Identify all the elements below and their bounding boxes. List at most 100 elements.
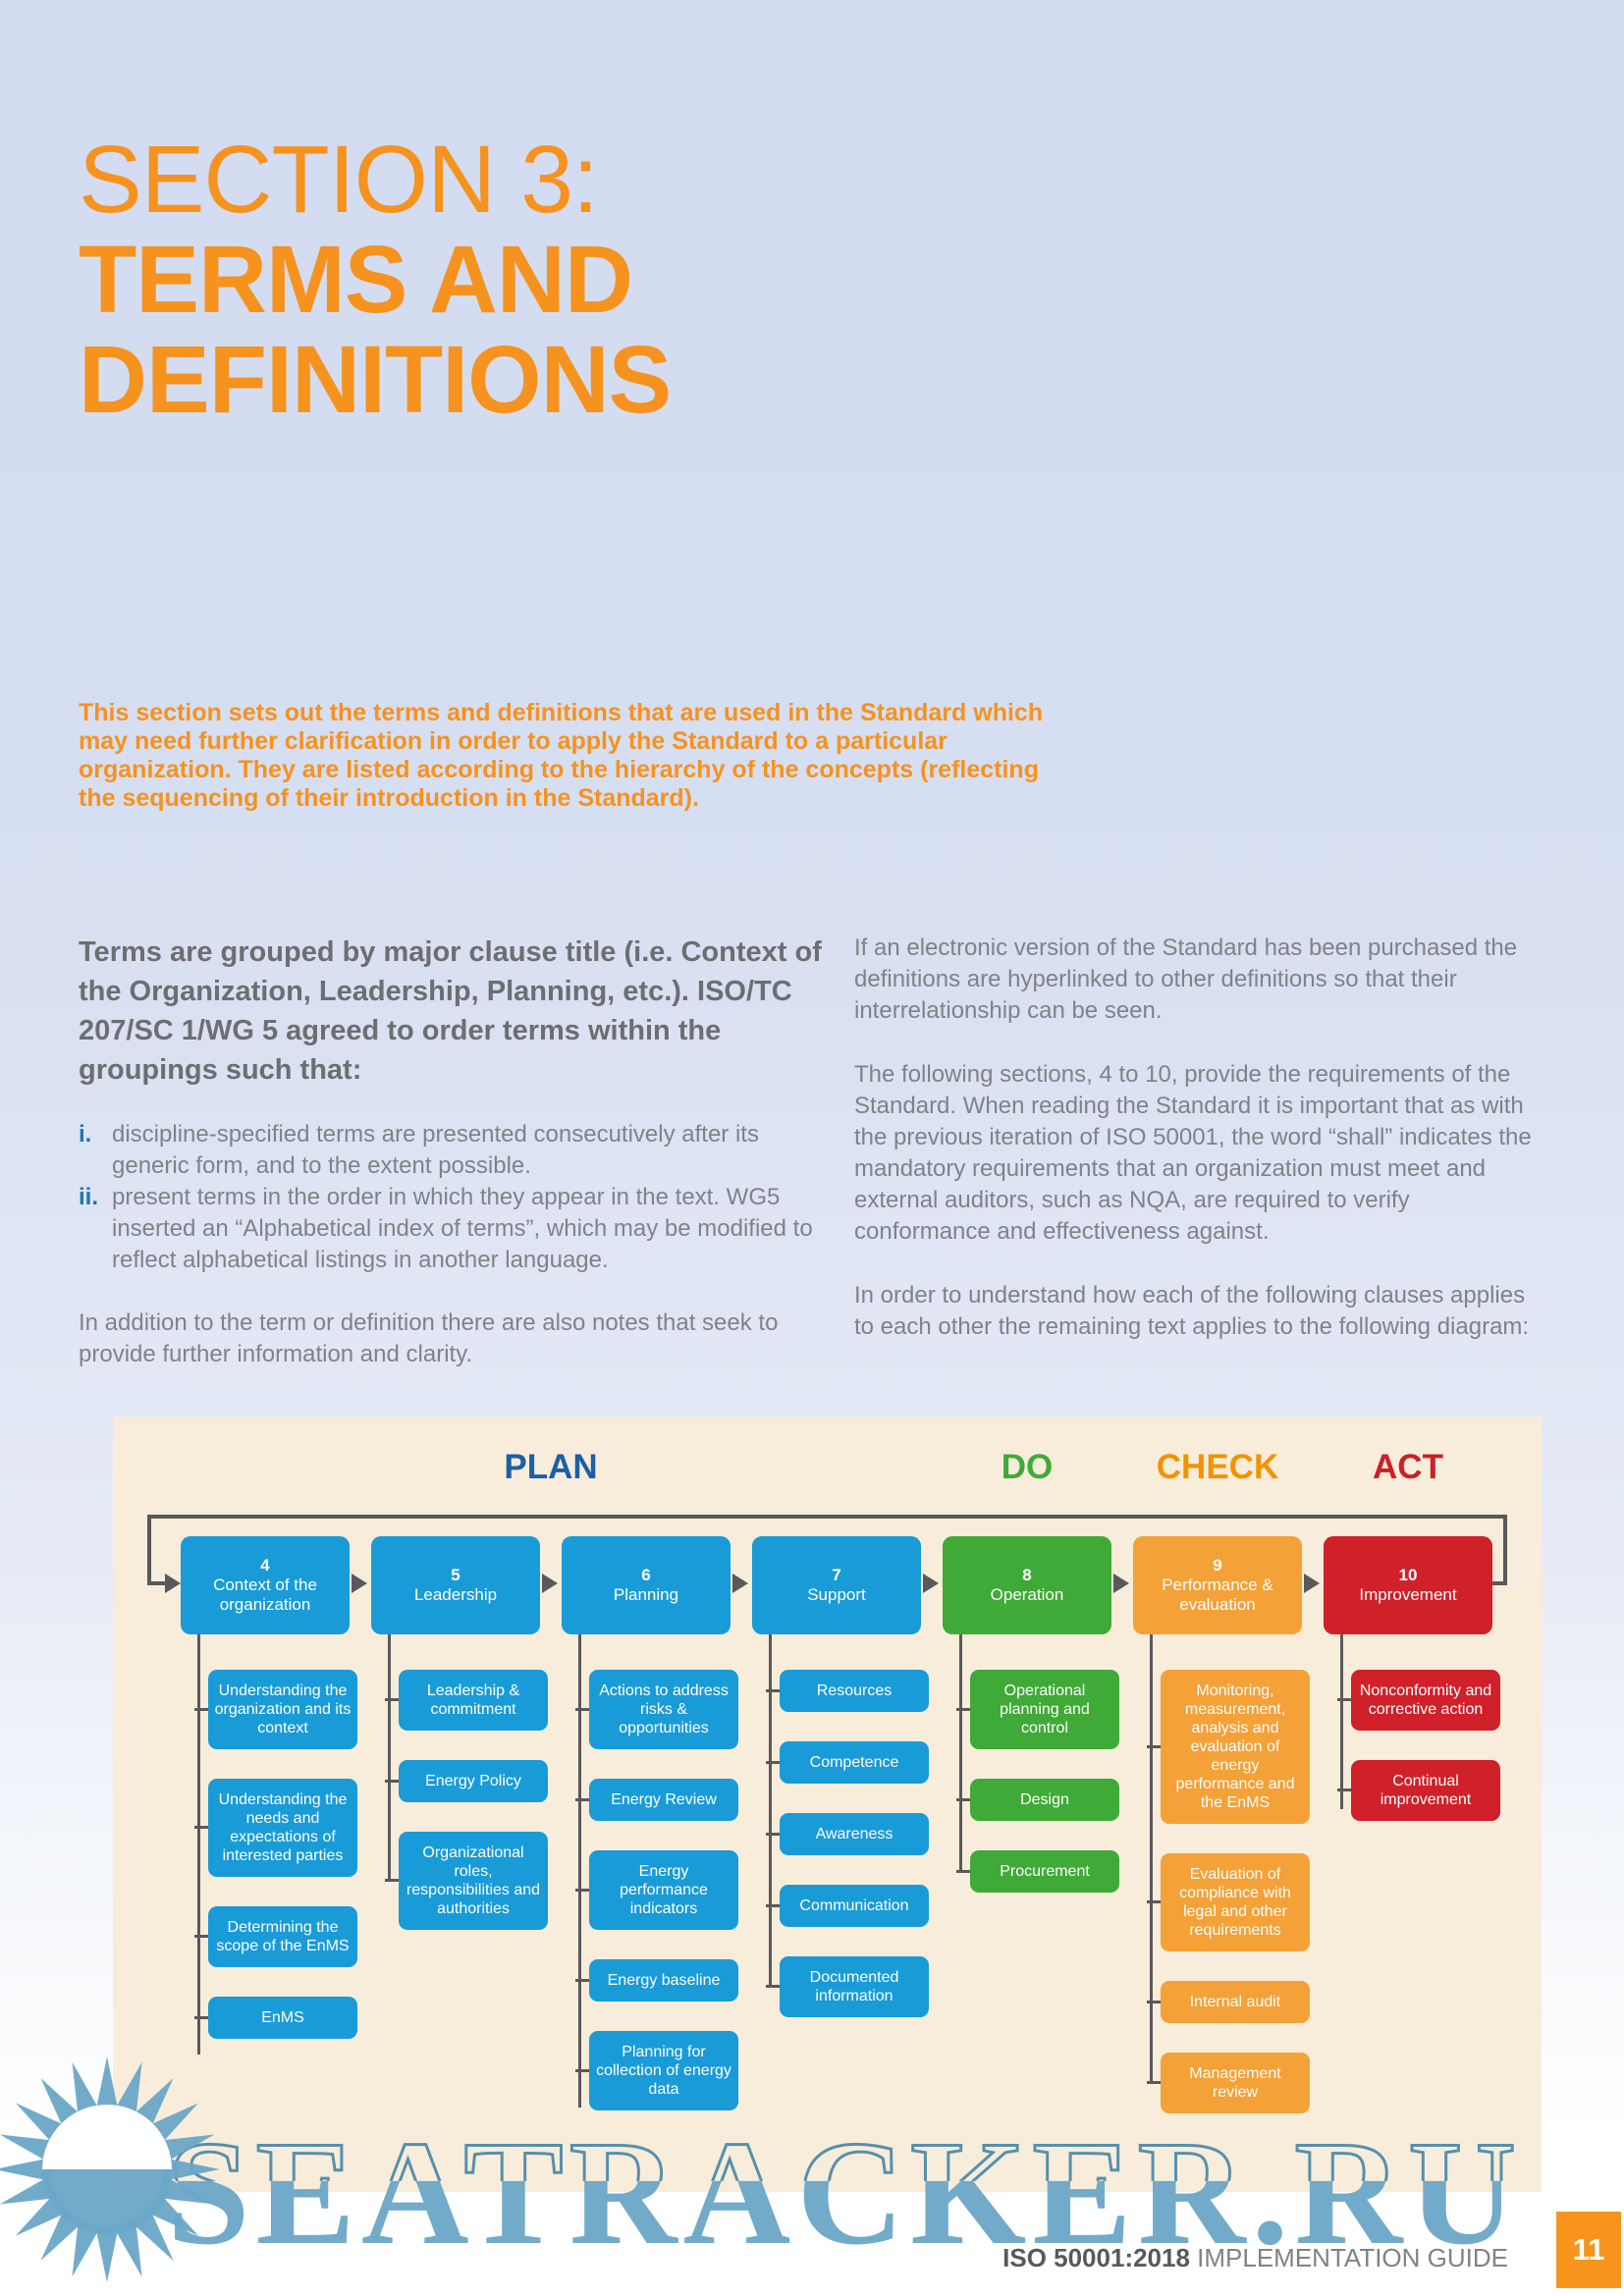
loop-line-left — [147, 1515, 151, 1585]
right-column-paragraph: The following sections, 4 to 10, provide… — [854, 1061, 1532, 1245]
left-column-heading: Terms are grouped by major clause title … — [79, 936, 822, 1086]
clause-column-5: 5 Leadership Leadership & commitment Ene… — [371, 1536, 548, 2143]
list-marker: ii. — [79, 1184, 99, 1210]
phase-label-do: DO — [1001, 1448, 1054, 1486]
sub-clause-box: Competence — [766, 1741, 929, 1784]
clause-column-9: 9 Performance & evaluation Monitoring, m… — [1133, 1536, 1310, 2143]
connector-line — [1340, 1634, 1343, 1809]
sub-clause-box: EnMS — [194, 1997, 357, 2039]
arrow-right-icon — [1304, 1574, 1320, 1593]
clause-title: Support — [807, 1585, 866, 1604]
clause-title: Operation — [990, 1585, 1064, 1604]
list-marker: i. — [79, 1121, 92, 1148]
clause-title: Improvement — [1359, 1585, 1457, 1604]
arrow-right-icon — [1113, 1574, 1129, 1593]
left-column-note: In addition to the term or definition th… — [79, 1309, 779, 1367]
arrow-into-clause4-icon — [165, 1574, 181, 1593]
clause-column-8: 8 Operation Operational planning and con… — [943, 1536, 1119, 2143]
connector-line — [578, 1634, 581, 2108]
loop-line-left-stub — [149, 1581, 165, 1585]
pdca-diagram: PLAN DO CHECK ACT 4 Context of the organ… — [113, 1416, 1542, 2192]
phase-label-act: ACT — [1373, 1448, 1443, 1486]
footer-doc-title: ISO 50001:2018 IMPLEMENTATION GUIDE — [1002, 2243, 1508, 2273]
sub-clause-box: Understanding the needs and expectations… — [194, 1779, 357, 1877]
sub-clause-box: Communication — [766, 1885, 929, 1927]
sub-clause-box: Procurement — [956, 1850, 1119, 1893]
clause-title: Planning — [613, 1585, 679, 1604]
clause-number: 9 — [1213, 1556, 1222, 1575]
clause-box: 8 Operation — [943, 1536, 1111, 1634]
connector-line — [1150, 1634, 1153, 2083]
list-item-text: discipline-specified terms are presented… — [112, 1121, 759, 1179]
clause-column-7: 7 Support Resources Competence Awareness… — [752, 1536, 929, 2143]
clause-column-10: 10 Improvement Nonconformity and correct… — [1324, 1536, 1500, 2143]
left-column: Terms are grouped by major clause title … — [79, 933, 823, 1375]
sub-clause-box: Operational planning and control — [956, 1670, 1119, 1749]
footer-doc-title-bold: ISO 50001:2018 — [1002, 2243, 1190, 2272]
sub-clause-box: Monitoring, measurement, analysis and ev… — [1147, 1670, 1310, 1824]
clause-title: Performance & evaluation — [1162, 1575, 1273, 1614]
sub-clause-box: Actions to address risks & opportunities — [575, 1670, 738, 1749]
loop-line-right-stub — [1492, 1581, 1507, 1585]
loop-line-right — [1503, 1515, 1507, 1585]
clause-number: 10 — [1398, 1566, 1418, 1584]
sub-clause-box: Documented information — [766, 1956, 929, 2017]
clause-title: Leadership — [413, 1585, 498, 1604]
clause-box: 7 Support — [752, 1536, 921, 1634]
clause-box: 5 Leadership — [371, 1536, 540, 1634]
loop-line-top — [147, 1515, 1507, 1519]
sub-clause-box: Continual improvement — [1337, 1760, 1500, 1821]
sub-clause-box: Resources — [766, 1670, 929, 1712]
clause-number: 8 — [1022, 1566, 1032, 1584]
section-title-line1: SECTION 3: — [79, 126, 599, 233]
sub-clause-box: Energy performance indicators — [575, 1850, 738, 1930]
sub-clause-box: Awareness — [766, 1813, 929, 1855]
clause-column-6: 6 Planning Actions to address risks & op… — [562, 1536, 738, 2143]
section-title: SECTION 3: TERMS AND DEFINITIONS — [79, 126, 672, 433]
list-item: ii. present terms in the order in which … — [79, 1182, 823, 1276]
arrow-right-icon — [542, 1574, 558, 1593]
list-item-text: present terms in the order in which they… — [112, 1184, 813, 1273]
phase-label-plan: PLAN — [504, 1448, 598, 1486]
sub-clause-box: Energy Review — [575, 1779, 738, 1821]
intro-paragraph: This section sets out the terms and defi… — [79, 699, 1044, 812]
clause-title: Context of the organization — [213, 1575, 317, 1614]
clause-box: 10 Improvement — [1324, 1536, 1492, 1634]
clause-number: 7 — [832, 1566, 841, 1584]
arrow-right-icon — [732, 1574, 748, 1593]
right-column-paragraph: If an electronic version of the Standard… — [854, 934, 1518, 1024]
section-title-line3: DEFINITIONS — [79, 326, 672, 433]
list-item: i. discipline-specified terms are presen… — [79, 1119, 823, 1182]
sub-clause-box: Understanding the organization and its c… — [194, 1670, 357, 1749]
body-columns: Terms are grouped by major clause title … — [79, 933, 1561, 1375]
sub-clause-box: Design — [956, 1779, 1119, 1821]
sub-clause-box: Energy baseline — [575, 1959, 738, 2002]
clause-box: 6 Planning — [562, 1536, 731, 1634]
clause-column-4: 4 Context of the organization Understand… — [181, 1536, 357, 2143]
sun-logo-icon — [0, 2056, 220, 2282]
page-number-badge: 11 — [1556, 2212, 1621, 2288]
right-column-paragraph: In order to understand how each of the f… — [854, 1282, 1530, 1340]
clause-number: 5 — [451, 1566, 460, 1584]
section-title-line2: TERMS AND — [79, 226, 633, 333]
right-column: If an electronic version of the Standard… — [854, 933, 1542, 1375]
sub-clause-box: Nonconformity and corrective action — [1337, 1670, 1500, 1731]
sub-clause-box: Determining the scope of the EnMS — [194, 1906, 357, 1967]
clause-number: 6 — [641, 1566, 651, 1584]
sub-clause-box: Management review — [1147, 2053, 1310, 2113]
clause-box: 9 Performance & evaluation — [1133, 1536, 1302, 1634]
connector-line — [769, 1634, 772, 1987]
sub-clause-box: Energy Policy — [385, 1760, 548, 1802]
sub-clause-box: Planning for collection of energy data — [575, 2031, 738, 2110]
arrow-right-icon — [352, 1574, 367, 1593]
connector-line — [388, 1634, 391, 1881]
phase-label-check: CHECK — [1156, 1448, 1279, 1486]
clause-columns: 4 Context of the organization Understand… — [181, 1536, 1500, 2143]
connector-line — [959, 1634, 962, 1872]
footer-doc-title-rest: IMPLEMENTATION GUIDE — [1189, 2243, 1508, 2272]
sub-clause-box: Evaluation of compliance with legal and … — [1147, 1853, 1310, 1951]
sub-clause-box: Organizational roles, responsibilities a… — [385, 1832, 548, 1930]
arrow-right-icon — [923, 1574, 939, 1593]
clause-number: 4 — [260, 1556, 270, 1575]
